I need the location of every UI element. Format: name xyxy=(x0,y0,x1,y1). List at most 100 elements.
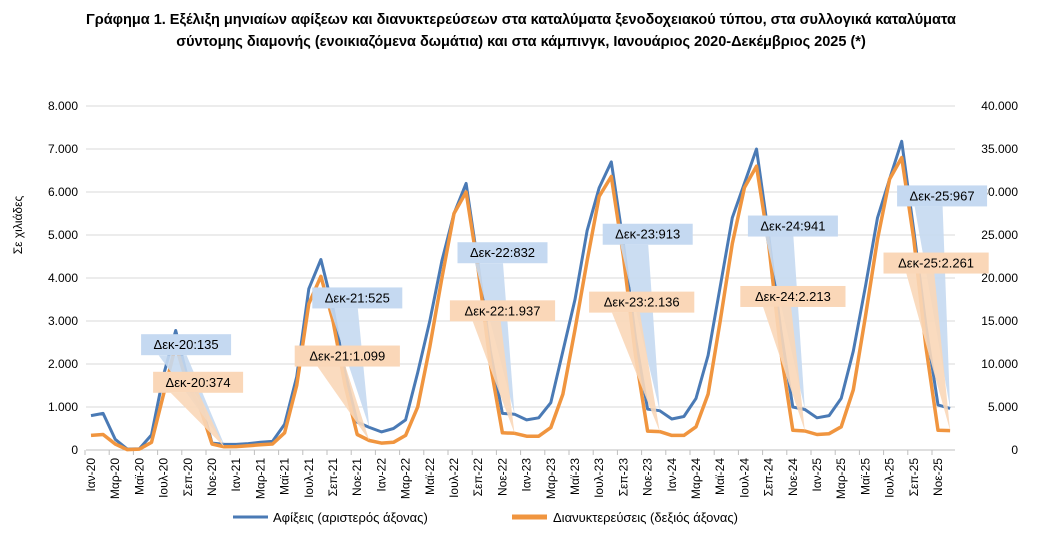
callout-label: Δεκ-24:2.213 xyxy=(755,289,831,304)
x-tick-label: Ιαν-22 xyxy=(374,458,388,492)
x-tick-label: Μαρ-25 xyxy=(834,458,848,499)
y-left-tick-label: 2.000 xyxy=(48,357,78,371)
x-tick-label: Ιαν-23 xyxy=(520,458,534,492)
x-tick-label: Νοε-24 xyxy=(786,458,800,496)
x-tick-label: Μαρ-24 xyxy=(689,458,703,499)
data-callout: Δεκ-24:2.213 xyxy=(740,285,846,431)
y-left-tick-label: 0 xyxy=(71,443,78,457)
x-tick-label: Σεπ-20 xyxy=(181,458,195,497)
x-tick-label: Ιαν-24 xyxy=(665,458,679,492)
callout-box xyxy=(153,371,244,393)
y-left-tick-label: 5.000 xyxy=(48,228,78,242)
callout-pointer xyxy=(472,321,515,434)
y-right-tick-label: 40.000 xyxy=(981,99,1018,113)
callout-box xyxy=(747,215,838,237)
x-tick-label: Ιαν-25 xyxy=(810,458,824,492)
x-tick-label: Ιαν-20 xyxy=(84,458,98,492)
x-tick-label: Ιουλ-23 xyxy=(592,458,606,498)
legend-label-arrivals: Αφίξεις (αριστερός άξονας) xyxy=(273,510,428,525)
legend-label-overnights: Διανυκτερεύσεις (δεξιός άξονας) xyxy=(553,510,738,525)
x-tick-label: Ιουλ-20 xyxy=(157,458,171,498)
y-left-tick-label: 3.000 xyxy=(48,314,78,328)
y-left-tick-label: 6.000 xyxy=(48,185,78,199)
callout-box xyxy=(740,285,846,307)
y-axis-label: Σε χιλιάδες xyxy=(11,196,25,255)
x-tick-label: Σεπ-21 xyxy=(326,458,340,497)
x-tick-label: Σεπ-24 xyxy=(762,458,776,497)
x-tick-label: Μαϊ-25 xyxy=(858,458,872,495)
x-tick-label: Μαϊ-24 xyxy=(713,458,727,495)
callout-box xyxy=(312,287,403,309)
data-callout: Δεκ-21:1.099 xyxy=(294,345,400,441)
x-tick-label: Νοε-22 xyxy=(495,458,509,496)
callout-box xyxy=(294,345,400,367)
x-tick-label: Ιουλ-22 xyxy=(447,458,461,498)
data-callout: Δεκ-25:2.261 xyxy=(883,252,989,431)
y-left-tick-label: 1.000 xyxy=(48,400,78,414)
callout-label: Δεκ-21:1.099 xyxy=(309,349,385,364)
x-tick-label: Μαϊ-21 xyxy=(278,458,292,495)
series-line-overnights xyxy=(90,155,951,452)
x-tick-label: Νοε-25 xyxy=(931,458,945,496)
callout-box xyxy=(457,242,548,264)
callout-box xyxy=(141,334,232,356)
y-right-tick-label: 5.000 xyxy=(988,400,1018,414)
y-right-tick-label: 35.000 xyxy=(981,142,1018,156)
legend: Αφίξεις (αριστερός άξονας) Διανυκτερεύσε… xyxy=(233,510,738,525)
data-callout: Δεκ-20:374 xyxy=(153,371,244,447)
data-callout: Δεκ-23:2.136 xyxy=(589,291,695,432)
y-right-tick-label: 15.000 xyxy=(981,314,1018,328)
callout-pointer xyxy=(906,273,951,431)
y-right-tick-label: 30.000 xyxy=(981,185,1018,199)
x-tick-label: Σεπ-22 xyxy=(471,458,485,497)
callout-label: Δεκ-25:967 xyxy=(910,188,975,203)
x-tick-label: Μαϊ-23 xyxy=(568,458,582,495)
callout-pointer xyxy=(611,312,660,432)
callout-label: Δεκ-23:913 xyxy=(615,227,680,242)
x-tick-label: Ιουλ-25 xyxy=(883,458,897,498)
x-tick-label: Νοε-21 xyxy=(350,458,364,496)
x-tick-label: Μαρ-21 xyxy=(253,458,267,499)
y-left-tick-label: 4.000 xyxy=(48,271,78,285)
callout-pointer xyxy=(317,366,370,441)
callout-label: Δεκ-22:1.937 xyxy=(465,303,541,318)
callout-box xyxy=(449,300,556,322)
callout-label: Δεκ-23:2.136 xyxy=(604,295,680,310)
callout-box xyxy=(897,185,988,207)
callout-label: Δεκ-25:2.261 xyxy=(898,256,974,271)
x-tick-label: Ιουλ-24 xyxy=(737,458,751,498)
callout-box xyxy=(589,291,695,313)
y-right-tick-label: 20.000 xyxy=(981,271,1018,285)
callout-label: Δεκ-24:941 xyxy=(760,219,825,234)
x-tick-label: Ιουλ-21 xyxy=(302,458,316,498)
y-right-tick-label: 25.000 xyxy=(981,228,1018,242)
x-tick-label: Σεπ-25 xyxy=(907,458,921,497)
data-callout: Δεκ-22:1.937 xyxy=(449,300,556,434)
y-right-tick-label: 0 xyxy=(1011,443,1018,457)
y-left-tick-label: 8.000 xyxy=(48,99,78,113)
callout-label: Δεκ-20:374 xyxy=(166,375,231,390)
chart-title-line1: Γράφημα 1. Εξέλιξη μηνιαίων αφίξεων και … xyxy=(86,12,956,28)
series-line-arrivals xyxy=(90,139,951,451)
x-tick-label: Μαρ-22 xyxy=(399,458,413,499)
callout-label: Δεκ-22:832 xyxy=(470,245,535,260)
callout-pointer xyxy=(329,308,370,428)
x-tick-label: Μαρ-20 xyxy=(108,458,122,499)
callout-label: Δεκ-20:135 xyxy=(154,337,219,352)
x-tick-label: Μαϊ-20 xyxy=(132,458,146,495)
x-tick-label: Μαρ-23 xyxy=(544,458,558,499)
x-tick-label: Ιαν-21 xyxy=(229,458,243,492)
x-tick-label: Νοε-20 xyxy=(205,458,219,496)
x-tick-label: Σεπ-23 xyxy=(616,458,630,497)
callout-box xyxy=(883,252,989,274)
x-tick-label: Νοε-23 xyxy=(641,458,655,496)
data-callout: Δεκ-21:525 xyxy=(312,287,403,428)
chart-title-line2: σύντομης διαμονής (ενοικιαζόμενα δωμάτια… xyxy=(176,34,866,50)
callout-pointer xyxy=(170,392,225,447)
x-tick-label: Μαϊ-22 xyxy=(423,458,437,495)
callout-box xyxy=(602,223,693,245)
y-right-tick-label: 10.000 xyxy=(981,357,1018,371)
callout-pointer xyxy=(763,306,805,431)
y-left-tick-label: 7.000 xyxy=(48,142,78,156)
